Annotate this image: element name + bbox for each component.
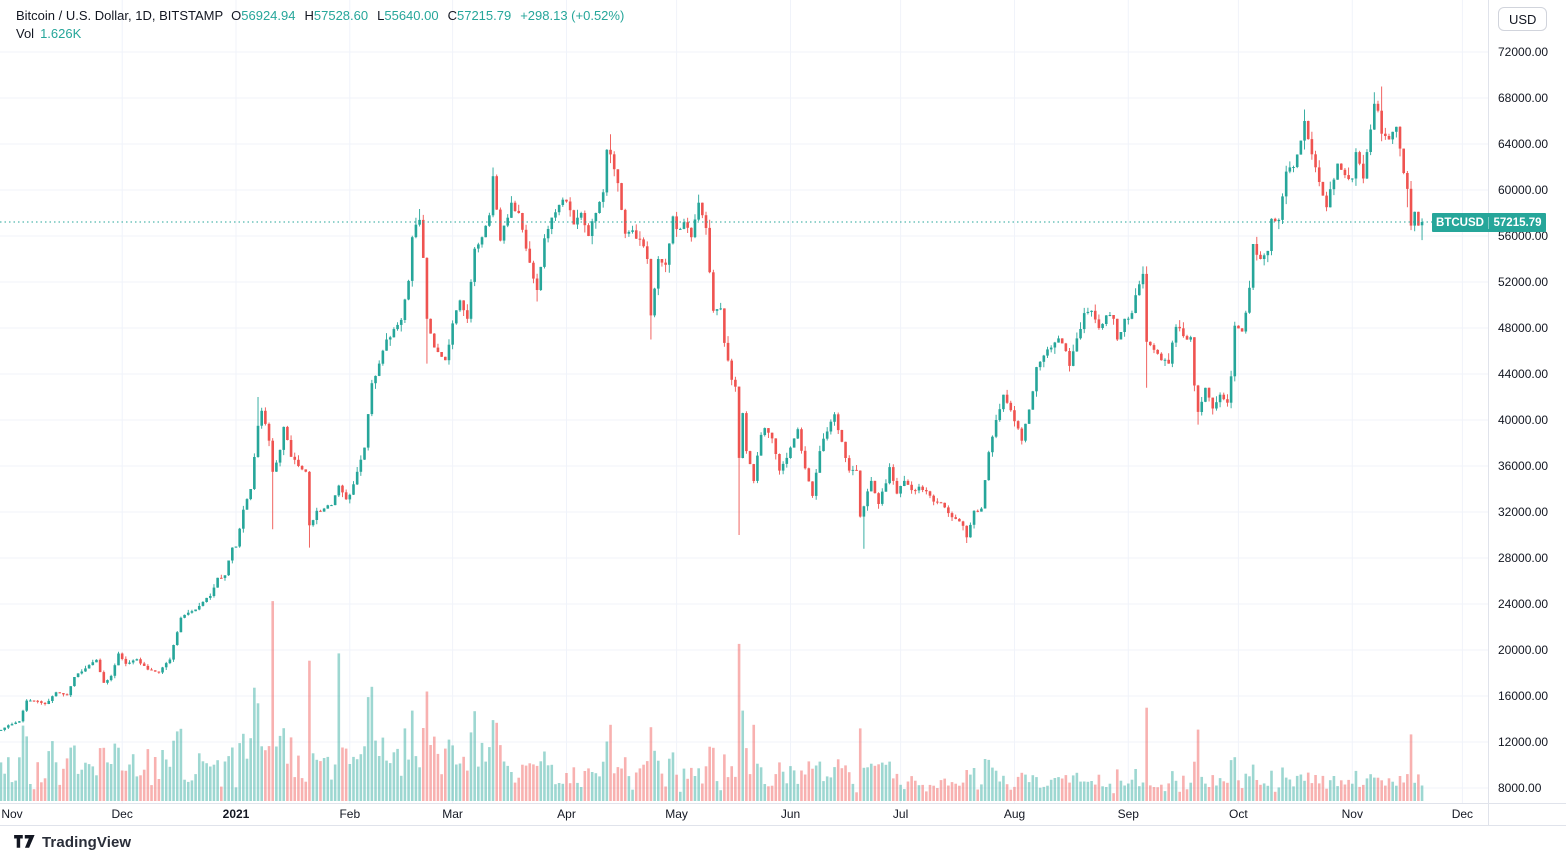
ohlc-high: H57528.60 [304, 8, 369, 23]
price-tick-label: 48000.00 [1498, 321, 1549, 335]
price-tick-label: 8000.00 [1498, 781, 1542, 795]
price-axis-border [1488, 0, 1489, 825]
symbol-title: Bitcoin / U.S. Dollar, 1D, BITSTAMP [16, 8, 224, 23]
time-tick-label: Jun [780, 807, 801, 821]
price-tick-label: 64000.00 [1498, 137, 1549, 151]
price-tick-label: 12000.00 [1498, 735, 1549, 749]
time-tick-label: Dec [1451, 807, 1474, 821]
time-tick-label: Sep [1117, 807, 1139, 821]
ohlc-open: O56924.94 [231, 8, 296, 23]
symbol-legend: Bitcoin / U.S. Dollar, 1D, BITSTAMP O569… [16, 7, 624, 43]
last-price-badge: BTCUSD 57215.79 [1432, 213, 1546, 232]
price-tick-label: 44000.00 [1498, 367, 1549, 381]
price-tick-label: 60000.00 [1498, 183, 1549, 197]
price-tick-label: 72000.00 [1498, 45, 1549, 59]
time-tick-label: Nov [1341, 807, 1363, 821]
time-tick-label: Aug [1003, 807, 1026, 821]
price-tick-label: 28000.00 [1498, 551, 1549, 565]
price-tick-label: 24000.00 [1498, 597, 1549, 611]
price-tick-label: 40000.00 [1498, 413, 1549, 427]
time-tick-label: 2021 [222, 807, 250, 821]
tradingview-logo-icon [14, 835, 35, 848]
price-change: +298.13 (+0.52%) [520, 8, 625, 23]
time-axis-border [0, 803, 1566, 804]
ohlc-low: L55640.00 [377, 8, 439, 23]
volume-value: 1.626K [40, 26, 82, 41]
price-tick-label: 20000.00 [1498, 643, 1549, 657]
price-tick-label: 32000.00 [1498, 505, 1549, 519]
legend-row-volume: Vol 1.626K [16, 25, 624, 43]
price-tick-label: 52000.00 [1498, 275, 1549, 289]
time-tick-label: Jul [892, 807, 909, 821]
price-tick-label: 36000.00 [1498, 459, 1549, 473]
tradingview-logo[interactable]: TradingView [14, 834, 131, 851]
currency-usd-button[interactable]: USD [1498, 7, 1548, 31]
time-tick-label: Nov [1, 807, 23, 821]
price-axis[interactable]: 72000.00 68000.00 64000.00 60000.00 56000.00… [1489, 0, 1566, 825]
time-tick-label: Apr [557, 807, 576, 821]
time-tick-label: May [665, 807, 688, 821]
time-axis[interactable]: Nov Dec 2021 Feb Mar Apr May Jun Jul Aug Sep Oct Nov… [0, 804, 1488, 825]
price-tick-label: 68000.00 [1498, 91, 1549, 105]
candlestick-chart[interactable] [0, 0, 1488, 803]
legend-row-main: Bitcoin / U.S. Dollar, 1D, BITSTAMP O569… [16, 7, 624, 25]
ohlc-close: C57215.79 [447, 8, 512, 23]
bottom-border [0, 825, 1566, 826]
time-tick-label: Dec [111, 807, 133, 821]
volume-label: Vol [16, 26, 35, 41]
price-tick-label: 16000.00 [1498, 689, 1549, 703]
badge-symbol: BTCUSD [1432, 216, 1489, 229]
time-tick-label: Feb [339, 807, 361, 821]
time-tick-label: Oct [1229, 807, 1248, 821]
time-tick-label: Mar [442, 807, 463, 821]
badge-price: 57215.79 [1493, 216, 1542, 229]
price-tick-label: 56000.00 [1498, 229, 1549, 243]
tradingview-logo-text: TradingView [42, 834, 132, 851]
